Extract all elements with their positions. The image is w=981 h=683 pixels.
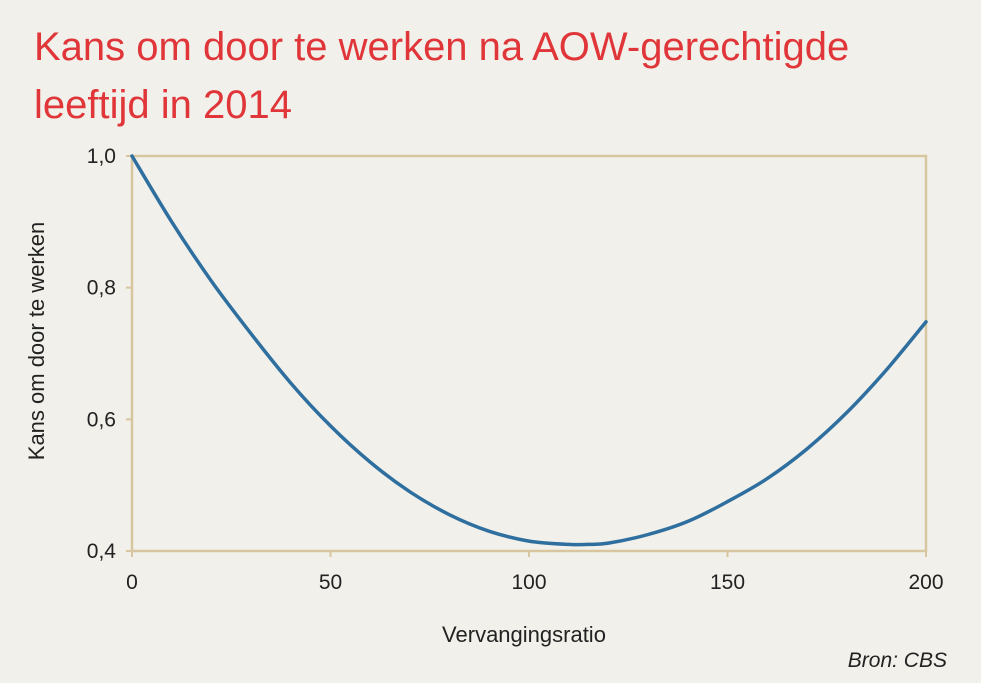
series-line — [130, 154, 928, 547]
y-axis-label: Kans om door te werken — [24, 222, 49, 460]
y-tick-label: 0,8 — [87, 277, 116, 300]
y-tick-label: 0,4 — [87, 540, 117, 563]
x-tick-label: 200 — [908, 571, 943, 594]
x-tick-label: 150 — [710, 571, 745, 594]
x-tick-label: 100 — [511, 571, 546, 594]
x-tick-label: 50 — [319, 571, 342, 594]
x-axis-ticks: 0 50 100 150 200 — [126, 551, 944, 594]
y-axis-ticks: 0,4 0,6 0,8 1,0 — [87, 145, 132, 563]
plot-frame — [130, 154, 928, 553]
x-tick-label: 0 — [126, 571, 138, 594]
y-tick-label: 0,6 — [87, 408, 116, 431]
y-tick-label: 1,0 — [87, 145, 116, 168]
chart-title: Kans om door te werken na AOW-gerechtigd… — [34, 25, 850, 127]
source-note: Bron: CBS — [847, 649, 947, 672]
x-axis-label: Vervangingsratio — [442, 622, 606, 647]
